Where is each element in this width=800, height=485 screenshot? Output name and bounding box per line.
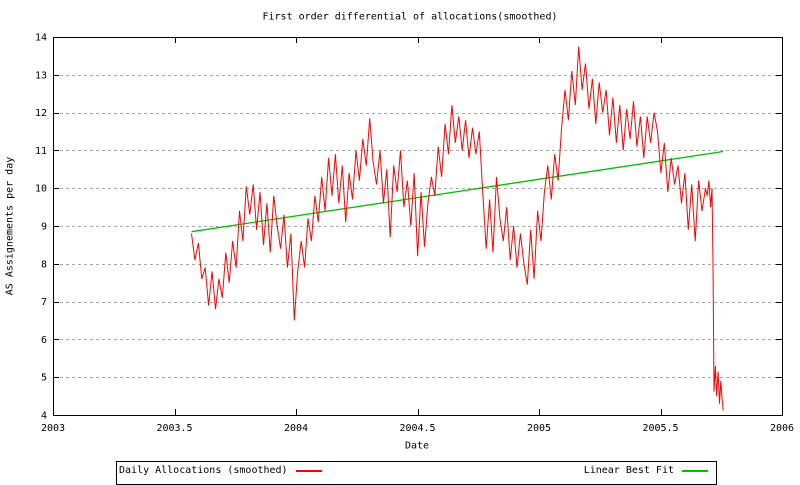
y-tick-label: 9 (41, 222, 47, 233)
y-tick-label: 7 (41, 297, 47, 308)
y-tick-label: 14 (35, 33, 47, 44)
y-tick-label: 4 (41, 411, 47, 422)
legend-item-daily-allocations: Daily Allocations (smoothed) (119, 464, 322, 477)
y-tick-label: 11 (35, 146, 47, 157)
x-axis-label: Date (404, 440, 430, 452)
x-tick-label: 2006 (770, 423, 794, 434)
green-line-sample (682, 469, 708, 472)
x-tick-label: 2005.5 (642, 423, 678, 434)
x-tick-label: 2004 (284, 423, 308, 434)
x-tick-label: 2004.5 (399, 423, 435, 434)
y-tick-label: 6 (41, 335, 47, 346)
y-tick-label: 13 (35, 70, 47, 81)
legend-item-linear-best-fit: Linear Best Fit (584, 464, 708, 477)
y-tick-label: 5 (41, 373, 47, 384)
daily-allocations-line (191, 46, 724, 411)
y-tick-label: 10 (35, 184, 47, 195)
legend-label-linear-best-fit: Linear Best Fit (583, 465, 674, 476)
chart-title: First order differential of allocations(… (262, 11, 558, 23)
red-line-sample (295, 469, 322, 472)
best-fit-line (191, 150, 724, 233)
y-tick-label: 12 (35, 108, 47, 119)
x-tick-label: 2003 (41, 423, 65, 434)
legend-box: Daily Allocations (smoothed) Linear Best… (116, 461, 717, 485)
x-tick-label: 2005 (527, 423, 551, 434)
legend-label-daily-allocations: Daily Allocations (smoothed) (119, 465, 288, 476)
x-tick-label: 2003.5 (156, 423, 192, 434)
y-tick-label: 8 (41, 259, 47, 270)
